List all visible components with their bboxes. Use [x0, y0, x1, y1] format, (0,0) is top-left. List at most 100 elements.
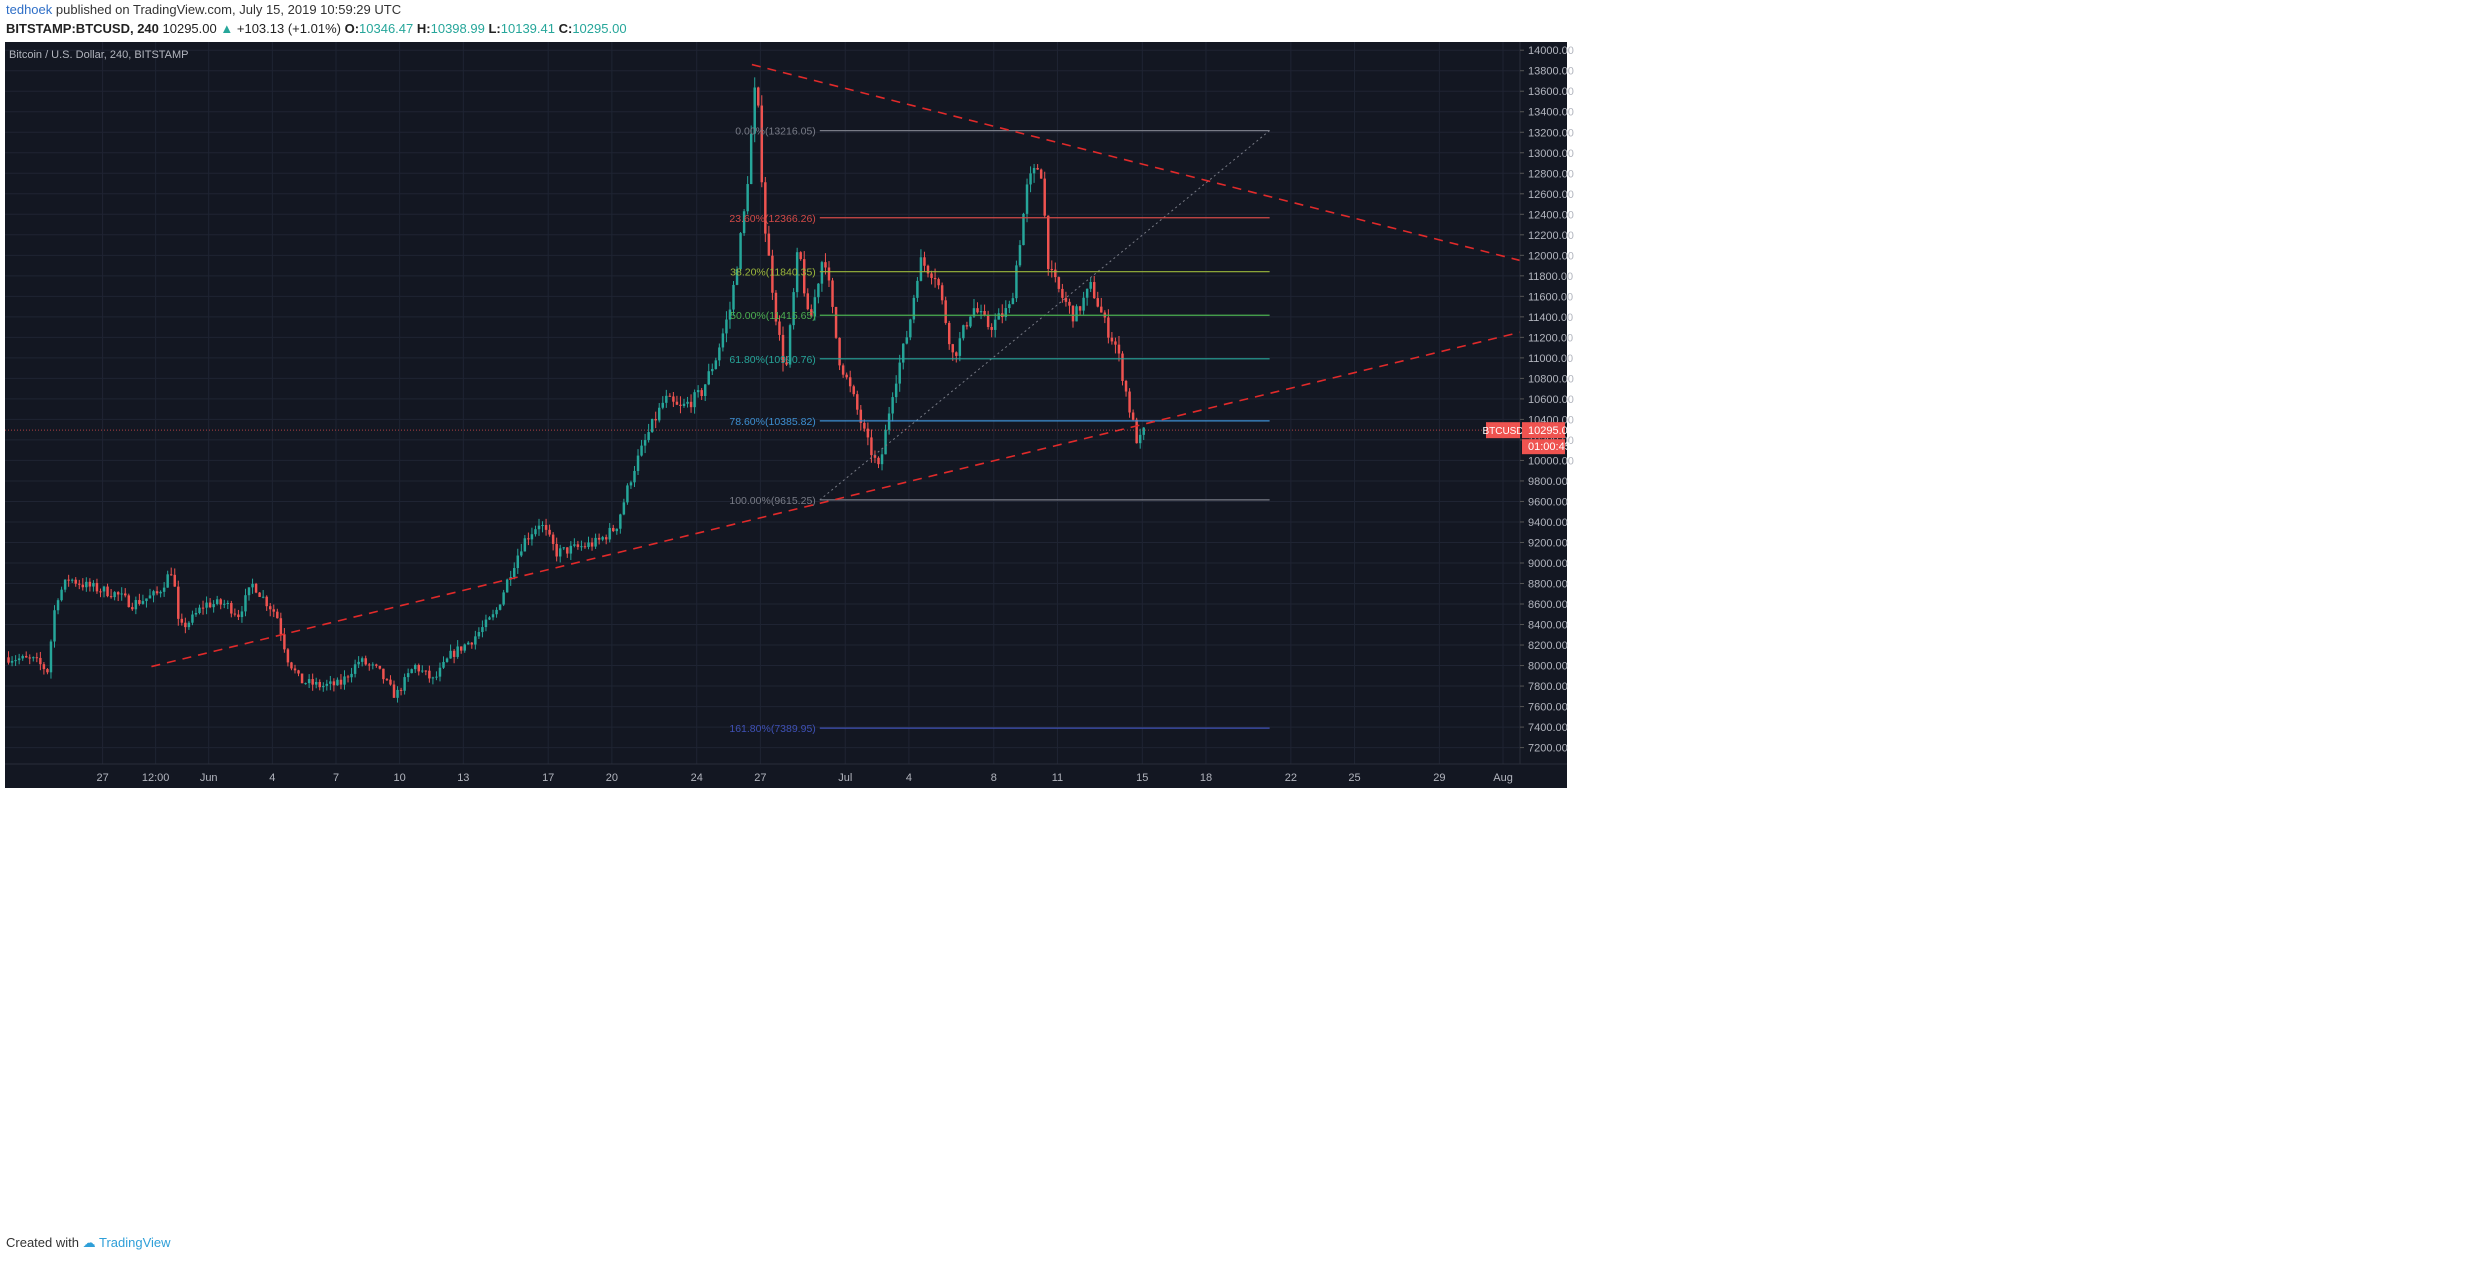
candle-body [573, 544, 576, 546]
candle-body [820, 262, 824, 284]
candle-body [1022, 213, 1025, 246]
candle-body [930, 273, 933, 278]
countdown-label: 01:00:45 [1528, 441, 1571, 453]
publish-info: tedhoek published on TradingView.com, Ju… [6, 2, 401, 17]
change-value: ▲ +103.13 (+1.01%) [220, 21, 341, 36]
candle-body [78, 583, 81, 585]
time-tick-label: 4 [269, 772, 275, 784]
time-tick-label: 20 [606, 772, 618, 784]
candle-body [937, 279, 940, 286]
time-tick-label: 25 [1348, 772, 1360, 784]
fib-level-label: 23.60%(12366.26) [729, 213, 815, 225]
candle-body [159, 591, 162, 594]
price-tick-label: 8000.00 [1528, 661, 1568, 673]
candle-body [215, 599, 219, 605]
candle-body [859, 409, 863, 423]
time-tick-label: 4 [906, 772, 912, 784]
candle-body [647, 432, 650, 441]
candle-body [933, 277, 937, 280]
published-text: published on TradingView.com, July 15, 2… [55, 2, 402, 17]
candle-body [958, 338, 962, 356]
candle-body [523, 538, 527, 552]
trendlines[interactable] [151, 63, 1521, 668]
tradingview-logo-icon[interactable]: ☁ [82, 1235, 96, 1250]
candle-body [1110, 337, 1114, 342]
author-link[interactable]: tedhoek [6, 2, 53, 17]
candle-body [92, 582, 95, 587]
candle-body [297, 670, 300, 674]
time-axis-background [5, 764, 1567, 788]
time-axis[interactable]: 27 12:00 Jun 4 7 10 13 17 20 24 27 Jul 4 8 11 15 18 22 25 2… [5, 763, 1567, 784]
candle-body [718, 347, 721, 361]
candle-body [481, 627, 484, 633]
candle-body [686, 401, 689, 404]
candle-body [233, 613, 237, 615]
candle-body [764, 182, 767, 234]
candle-body [187, 622, 191, 628]
candle-body [219, 599, 222, 605]
candle-body [1068, 301, 1071, 306]
candle-body [711, 369, 714, 372]
candle-body [792, 292, 795, 326]
candle-body [732, 284, 735, 310]
price-tick-label: 13000.00 [1528, 148, 1574, 160]
candle-body [102, 586, 106, 592]
candle-body [1004, 308, 1008, 318]
candle-body [382, 668, 385, 680]
price-axis[interactable]: 7200.00 7400.00 7600.00 7800.00 8000.00 8200.… [5, 42, 1574, 764]
candle-body [63, 579, 67, 590]
candle-body [7, 657, 10, 663]
candle-body [813, 297, 817, 317]
candle-body [940, 285, 944, 301]
fib-level-label: 38.20%(11840.35) [730, 267, 816, 279]
candle-body [17, 658, 21, 661]
candle-body [587, 542, 590, 548]
candle-body [990, 326, 993, 330]
candle-body [247, 587, 251, 596]
price-tick-label: 12600.00 [1528, 189, 1574, 201]
candle-body [562, 547, 565, 549]
candle-body [753, 87, 756, 134]
price-chart[interactable]: 0.00%(13216.05) 23.60%(12366.26) 38.20%(11… [0, 42, 2468, 1224]
candle-body [1138, 434, 1142, 444]
price-tick-label: 12800.00 [1528, 168, 1574, 180]
candle-body [537, 525, 541, 530]
candle-body [364, 658, 367, 665]
candle-body [898, 362, 901, 384]
candle-body [396, 689, 399, 698]
candle-body [926, 265, 930, 274]
candle-body [558, 548, 562, 557]
candle-body [841, 365, 845, 375]
fib-retracement[interactable]: 0.00%(13216.05) 23.60%(12366.26) 38.20%(11… [729, 126, 1270, 736]
candle-body [467, 642, 470, 645]
candle-body [700, 390, 703, 397]
candle-body [566, 547, 569, 554]
price-tick-label: 10600.00 [1528, 394, 1574, 406]
candle-body [682, 403, 686, 406]
candle-body [880, 454, 884, 465]
candle-body [877, 457, 880, 465]
candle-body [541, 525, 544, 527]
candle-body [513, 568, 516, 578]
price-tick-label: 7200.00 [1528, 743, 1568, 755]
candle-body [604, 537, 608, 540]
candle-body [378, 665, 382, 669]
candle-body [909, 319, 912, 338]
price-tick-label: 13800.00 [1528, 66, 1574, 78]
candle-body [643, 440, 647, 446]
candle-body [520, 551, 523, 556]
candle-body [902, 343, 905, 363]
candle-body [81, 584, 85, 588]
price-tick-label: 10000.00 [1528, 455, 1574, 467]
candle-body [569, 545, 573, 554]
candle-body [1018, 245, 1022, 266]
last-price-value: 10295.00 [162, 21, 217, 36]
candle-body [1100, 306, 1103, 313]
candle-body [1089, 282, 1092, 289]
candle-body [279, 618, 283, 635]
price-tick-label: 7400.00 [1528, 722, 1568, 734]
fib-level-label: 161.80%(7389.95) [729, 723, 815, 735]
trendline [151, 331, 1521, 668]
candle-body [944, 300, 947, 323]
tradingview-brand[interactable]: TradingView [99, 1235, 171, 1250]
